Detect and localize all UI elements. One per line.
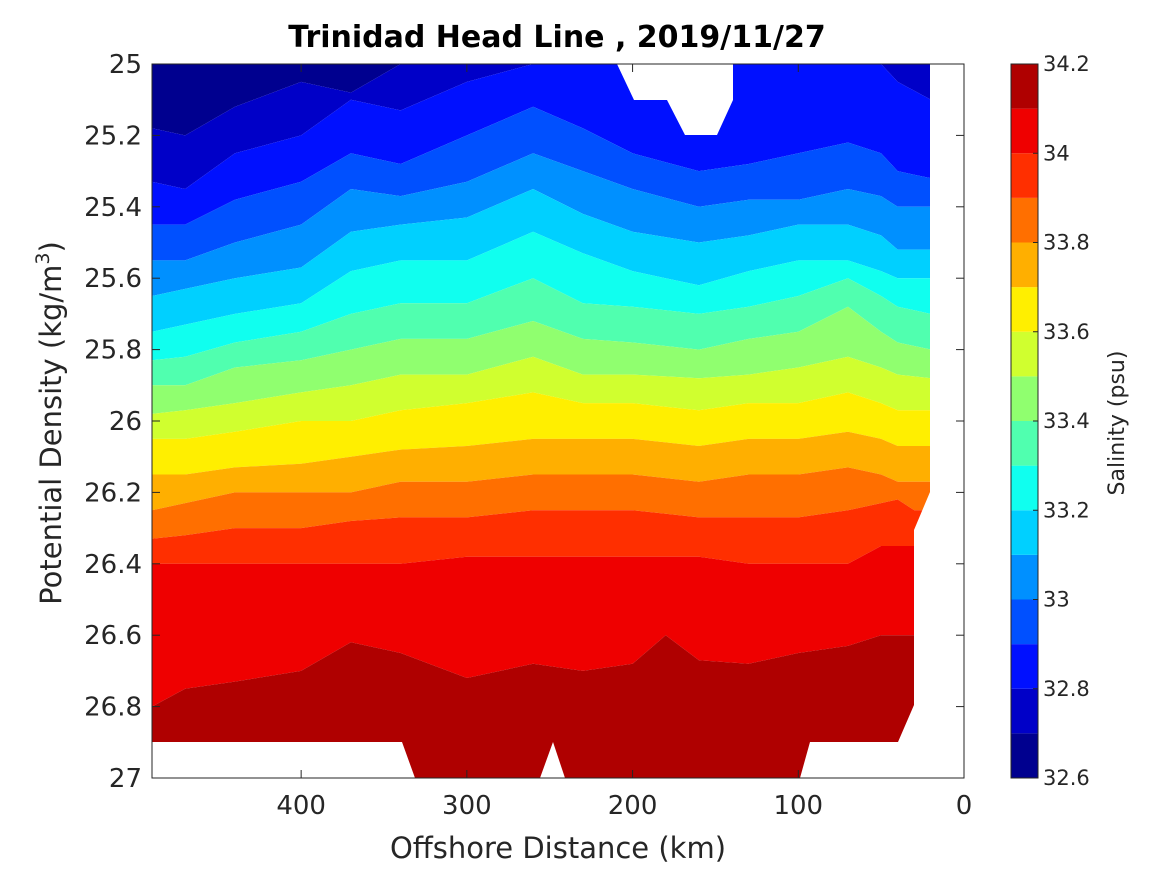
contour-band-32.7	[152, 64, 930, 189]
colorbar-tick-label: 33.4	[1043, 409, 1090, 433]
colorbar-segment	[1011, 64, 1038, 109]
contour-band-33.9	[152, 499, 930, 564]
colorbar-segment	[1011, 644, 1038, 689]
y-tick-label: 27	[109, 764, 142, 794]
contour-plot-area	[151, 63, 965, 779]
colorbar-segment	[1011, 331, 1038, 377]
y-tick-label: 25	[109, 50, 142, 80]
contour-band-34	[152, 546, 930, 707]
colorbar-segment	[1011, 421, 1038, 466]
y-axis-label: Potential Density (kg/m3)	[32, 241, 68, 605]
y-axis-label-main: Potential Density (kg/m	[34, 265, 68, 605]
contour-fills	[152, 64, 930, 778]
colorbar-segment	[1011, 554, 1038, 600]
contour-band-33.5	[152, 356, 930, 439]
colorbar-segment	[1011, 599, 1038, 645]
colorbar-tick-label: 33	[1043, 588, 1070, 612]
y-tick-label: 25.2	[84, 121, 142, 151]
colorbar-segment	[1011, 376, 1038, 421]
colorbar-segment	[1011, 108, 1038, 154]
colorbar: 32.6 32.8 33 33.2 33.4 33.6 33.8 34 34.2	[1010, 52, 1090, 790]
contour-band-33.7	[152, 431, 930, 511]
colorbar-tick-label: 33.2	[1043, 498, 1090, 522]
colorbar-tick-label: 34.2	[1043, 52, 1090, 76]
contour-band-33	[152, 153, 930, 296]
contour-band-33.3	[152, 278, 930, 386]
y-tick-label: 26.2	[84, 478, 142, 508]
x-tick-label: 400	[276, 791, 326, 821]
colorbar-segment	[1011, 688, 1038, 734]
colorbar-segment	[1011, 153, 1038, 198]
colorbar-label: Salinity (psu)	[1105, 351, 1130, 496]
y-axis: 25 25.2 25.4 25.6 25.8 26 26.2 26.4 26.6 26.8 27	[84, 50, 964, 794]
colorbar-tick-label: 33.6	[1043, 320, 1090, 344]
x-tick-label: 300	[442, 791, 492, 821]
y-tick-label: 25.4	[84, 193, 142, 223]
chart-title: Trinidad Head Line , 2019/11/27	[288, 20, 825, 55]
y-tick-label: 26	[109, 407, 142, 437]
y-axis-label-end: )	[34, 241, 68, 252]
colorbar-tick-label: 33.8	[1043, 231, 1090, 255]
contour-band-33.4	[152, 306, 930, 414]
colorbar-segment	[1011, 287, 1038, 332]
y-tick-label: 25.8	[84, 336, 142, 366]
x-axis-label: Offshore Distance (km)	[390, 831, 726, 865]
colorbar-segment	[1011, 242, 1038, 288]
colorbar-segment	[1011, 510, 1038, 555]
y-tick-label: 26.8	[84, 693, 142, 723]
contour-band-32.8	[152, 64, 930, 225]
contour-band-33.2	[152, 231, 930, 361]
contour-band-33.8	[152, 467, 930, 539]
x-axis: 400 300 200 100 0	[276, 64, 972, 821]
x-tick-label: 200	[608, 791, 658, 821]
contour-band-33.6	[152, 392, 930, 475]
y-axis-label-superscript: 3	[32, 252, 54, 264]
colorbar-tick-label: 32.6	[1043, 766, 1090, 790]
y-tick-label: 26.6	[84, 621, 142, 651]
contour-band-32.6	[152, 64, 930, 136]
x-tick-label: 0	[956, 791, 973, 821]
contour-band-32.9	[152, 106, 930, 261]
y-tick-label: 25.6	[84, 264, 142, 294]
colorbar-segment	[1011, 465, 1038, 511]
colorbar-segment	[1011, 733, 1038, 778]
colorbar-tick-label: 34	[1043, 141, 1070, 165]
y-tick-label: 26.4	[84, 550, 142, 580]
colorbar-tick-label: 32.8	[1043, 677, 1090, 701]
colorbar-segment	[1011, 197, 1038, 243]
x-tick-label: 100	[773, 791, 823, 821]
